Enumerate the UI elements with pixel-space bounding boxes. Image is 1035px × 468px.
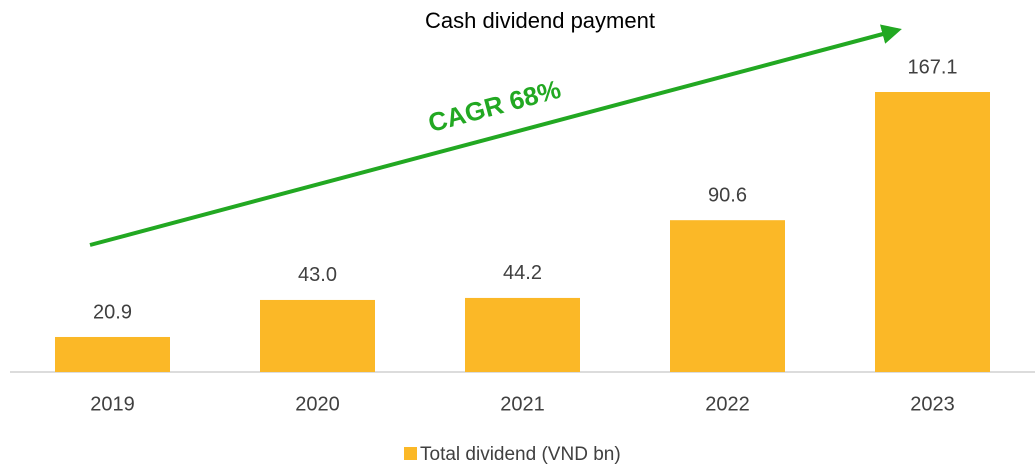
data-label: 90.6 (708, 184, 747, 206)
x-tick-label: 2022 (705, 393, 750, 415)
x-tick-label: 2021 (500, 393, 545, 415)
data-label: 20.9 (93, 301, 132, 323)
legend-swatch (404, 447, 417, 460)
data-label: 167.1 (907, 56, 957, 78)
chart-title: Cash dividend payment (425, 8, 655, 33)
data-label: 43.0 (298, 264, 337, 286)
bar (875, 92, 990, 372)
bar (465, 297, 580, 372)
x-tick-label: 2020 (295, 393, 340, 415)
bar (55, 336, 170, 372)
bar (260, 299, 375, 372)
annotation: CAGR 68% (425, 74, 564, 138)
x-tick-label: 2023 (910, 393, 955, 415)
x-tick-label: 2019 (90, 393, 135, 415)
trend-arrow (89, 24, 902, 247)
bar (670, 220, 785, 372)
legend-label: Total dividend (VND bn) (420, 444, 621, 465)
data-label: 44.2 (503, 262, 542, 284)
